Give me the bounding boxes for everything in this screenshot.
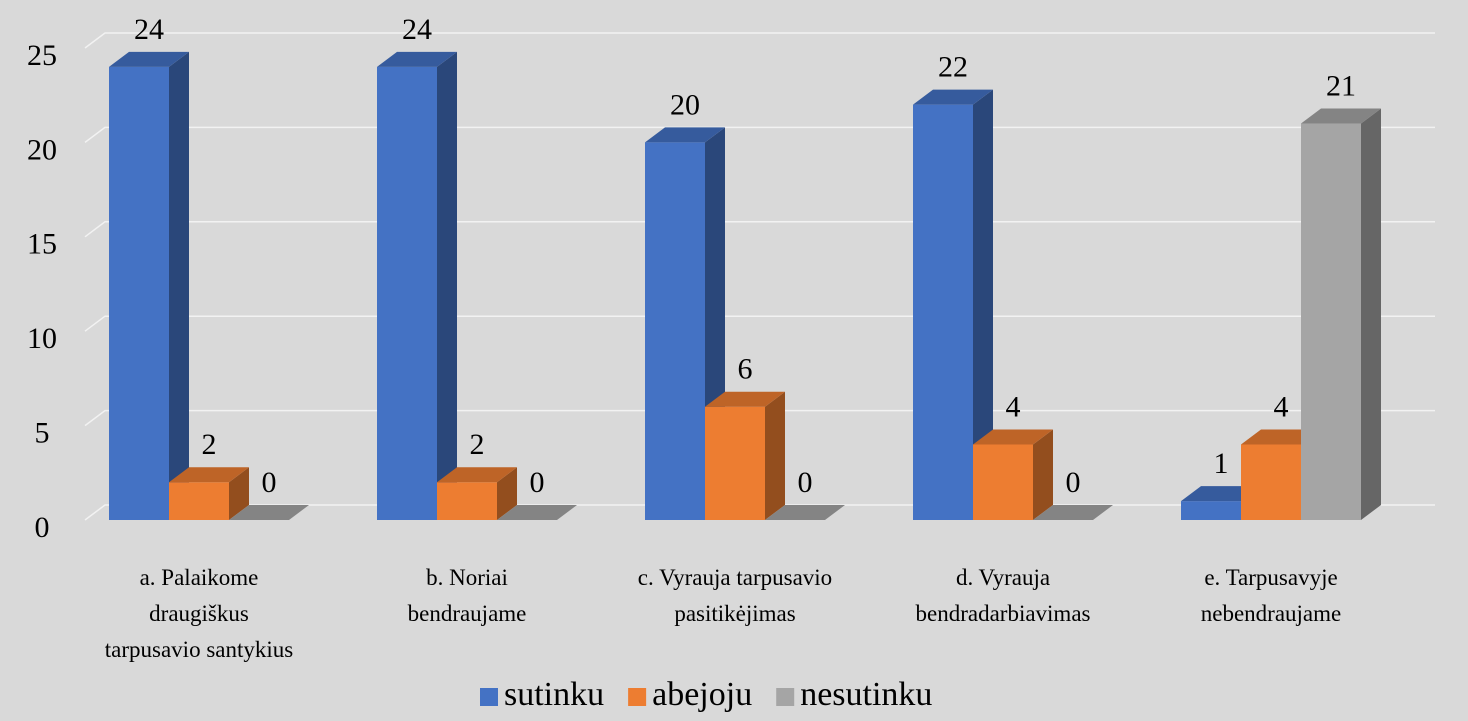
bar-top <box>1301 108 1381 124</box>
bar-side <box>229 467 249 520</box>
bar-side <box>497 467 517 520</box>
bar-side <box>169 51 189 520</box>
bar-top <box>705 391 785 407</box>
legend-label: sutinku <box>504 676 604 713</box>
bar <box>377 66 437 520</box>
y-tick-label: 20 <box>27 133 57 166</box>
bar-side <box>1033 429 1053 520</box>
data-label: 0 <box>530 466 545 499</box>
y-tick-label: 15 <box>27 228 57 261</box>
bar-top <box>229 505 309 520</box>
bar <box>169 482 229 520</box>
bar-top <box>109 51 189 67</box>
data-label: 2 <box>202 428 217 461</box>
data-label: 24 <box>402 13 432 46</box>
data-label: 2 <box>470 428 485 461</box>
bar-top <box>913 89 993 105</box>
grid-line <box>84 221 1435 238</box>
bar <box>645 142 705 520</box>
grid-line <box>84 315 1435 332</box>
data-label: 0 <box>262 466 277 499</box>
legend-swatch <box>776 688 795 706</box>
data-label: 4 <box>1274 390 1289 423</box>
bar <box>973 444 1033 520</box>
bar-side <box>973 89 993 520</box>
data-label: 1 <box>1214 447 1229 480</box>
bar-top <box>1033 505 1113 520</box>
grid-line <box>84 32 1435 49</box>
bar <box>1241 444 1301 520</box>
y-tick-label: 10 <box>27 322 57 355</box>
x-tick-label: a. Palaikome draugiškus tarpusavio santy… <box>104 565 294 662</box>
data-label: 21 <box>1326 69 1356 102</box>
x-tick-label: c. Vyrauja tarpusavio pasitikėjimas <box>637 565 833 626</box>
bar <box>109 66 169 520</box>
legend-swatch <box>480 688 498 706</box>
legend-label: abejoju <box>652 676 752 713</box>
data-label: 24 <box>134 13 164 46</box>
data-label: 0 <box>798 466 813 499</box>
data-label: 22 <box>938 51 968 84</box>
bar-top <box>437 467 517 483</box>
y-tick-label: 0 <box>35 511 50 544</box>
data-label: 4 <box>1006 390 1021 423</box>
bar <box>1301 123 1361 521</box>
bar-top <box>645 127 725 143</box>
grid-line <box>84 126 1435 143</box>
bar <box>705 406 765 520</box>
x-tick-label: e. Tarpusavyje nebendraujame <box>1200 565 1342 626</box>
bar-side <box>1361 108 1381 521</box>
x-tick-label: d. Vyrauja bendradarbiavimas <box>915 565 1091 626</box>
bar <box>913 104 973 520</box>
bar-top <box>497 505 577 520</box>
bar-top <box>169 467 249 483</box>
legend-swatch <box>628 688 647 706</box>
bar-top <box>765 505 845 520</box>
data-label: 6 <box>738 353 753 386</box>
y-tick-label: 5 <box>35 416 50 449</box>
bar-top <box>377 51 457 67</box>
bar-top <box>973 429 1053 445</box>
legend-label: nesutinku <box>800 676 932 713</box>
x-tick-label: b. Noriai bendraujame <box>407 565 527 626</box>
data-label: 20 <box>670 88 700 121</box>
y-tick-label: 25 <box>27 39 57 72</box>
bar-side <box>765 391 785 520</box>
bar <box>437 482 497 520</box>
bar-side <box>437 51 457 520</box>
bar <box>1181 501 1241 520</box>
data-label: 0 <box>1066 466 1081 499</box>
